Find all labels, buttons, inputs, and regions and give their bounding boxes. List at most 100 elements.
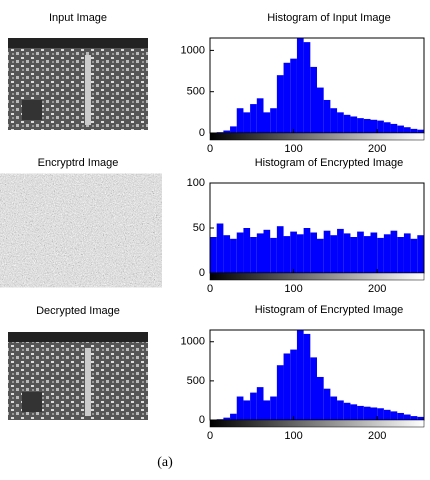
bar <box>264 400 271 420</box>
bar <box>350 237 357 273</box>
colorbar <box>210 420 424 427</box>
page: Input Image Encryptrd Image Decrypted Im… <box>0 0 430 480</box>
y-tick-label: 50 <box>193 222 205 234</box>
bar <box>411 239 418 273</box>
y-tick-label: 100 <box>187 177 205 189</box>
bar <box>391 124 398 133</box>
bar <box>417 235 424 273</box>
bar <box>237 397 244 420</box>
bar <box>277 226 284 273</box>
bar <box>310 357 317 420</box>
decrypted-image <box>8 332 148 420</box>
bar <box>397 126 404 133</box>
bar <box>290 59 297 133</box>
bar <box>337 112 344 133</box>
bar <box>350 404 357 420</box>
bar <box>230 414 237 420</box>
image-title: Encryptrd Image <box>38 157 119 169</box>
bar <box>304 334 311 420</box>
bar <box>284 236 291 273</box>
bar <box>330 235 337 273</box>
bar <box>411 129 418 133</box>
y-tick-label: 0 <box>199 267 205 279</box>
bar <box>290 232 297 273</box>
bar <box>237 233 244 274</box>
bar <box>277 365 284 420</box>
bar <box>270 108 277 133</box>
bar <box>237 108 244 133</box>
bar <box>404 233 411 273</box>
bar <box>284 63 291 133</box>
bar <box>297 330 304 420</box>
bar <box>297 234 304 273</box>
image-title: Input Image <box>49 12 107 24</box>
bar <box>330 108 337 133</box>
y-tick-label: 1000 <box>181 336 205 348</box>
bar <box>391 231 398 273</box>
bar <box>250 237 257 273</box>
bar <box>344 233 351 273</box>
bar <box>384 122 391 133</box>
bar <box>377 408 384 420</box>
bar <box>250 104 257 133</box>
bar <box>364 407 371 420</box>
bar <box>210 237 217 273</box>
chart-title: Histogram of Input Image <box>267 12 391 24</box>
bar <box>230 239 237 273</box>
bar <box>317 377 324 420</box>
bar <box>371 233 378 274</box>
bar <box>357 406 364 420</box>
bar <box>324 389 331 420</box>
bar <box>371 120 378 133</box>
encrypted-image <box>8 183 148 278</box>
bar <box>317 88 324 133</box>
chart-title: Histogram of Encrypted Image <box>255 304 404 316</box>
bar <box>344 115 351 133</box>
bar <box>230 126 237 133</box>
bar <box>404 127 411 133</box>
bar <box>310 67 317 133</box>
bar <box>264 112 271 133</box>
y-tick-label: 1000 <box>181 44 205 56</box>
x-tick-label: 100 <box>284 430 302 442</box>
y-tick-label: 500 <box>187 86 205 98</box>
bar <box>324 100 331 133</box>
bar <box>350 116 357 133</box>
bar <box>404 415 411 420</box>
colorbar <box>210 273 424 280</box>
bar <box>357 232 364 273</box>
x-tick-label: 200 <box>368 430 386 442</box>
bar <box>223 235 230 273</box>
colorbar <box>210 133 424 140</box>
bar <box>250 393 257 420</box>
bar <box>290 350 297 420</box>
x-tick-label: 0 <box>207 430 213 442</box>
bar <box>243 228 250 273</box>
bar <box>304 228 311 273</box>
bar <box>257 233 264 273</box>
bar <box>337 229 344 273</box>
figure: Input Image Encryptrd Image Decrypted Im… <box>0 0 430 480</box>
bar <box>243 400 250 420</box>
x-tick-label: 0 <box>207 143 213 155</box>
y-tick-label: 0 <box>199 127 205 139</box>
bar <box>270 238 277 273</box>
bar <box>270 397 277 420</box>
bar <box>330 397 337 420</box>
bar <box>317 239 324 273</box>
bar <box>344 403 351 420</box>
bar <box>357 118 364 133</box>
bar <box>411 416 418 420</box>
bar <box>324 231 331 273</box>
bar <box>371 407 378 420</box>
chart-title: Histogram of Encrypted Image <box>255 157 404 169</box>
bar <box>264 230 271 273</box>
bar <box>257 387 264 420</box>
input-image <box>8 38 148 130</box>
x-tick-label: 200 <box>368 143 386 155</box>
bar <box>243 112 250 133</box>
image-title: Decrypted Image <box>36 305 120 317</box>
x-tick-label: 100 <box>284 143 302 155</box>
bar <box>217 224 224 274</box>
bar <box>377 238 384 273</box>
